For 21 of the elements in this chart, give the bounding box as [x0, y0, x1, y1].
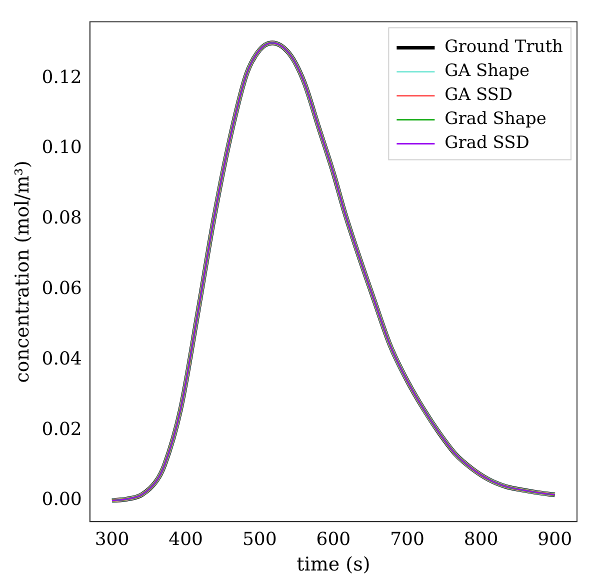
y-tick-label: 0.06: [42, 278, 82, 299]
x-tick-label: 500: [242, 529, 277, 550]
x-tick-label: 600: [316, 529, 351, 550]
x-axis-title: time (s): [296, 554, 370, 576]
y-tick-label: 0.04: [42, 348, 82, 370]
x-tick-label: 400: [168, 529, 204, 550]
x-tick-label: 700: [390, 529, 424, 550]
x-tick-label: 900: [538, 529, 572, 550]
y-tick-label: 0.10: [42, 137, 82, 158]
legend-label: Grad SSD: [444, 133, 530, 154]
y-tick-label: 0.12: [42, 66, 82, 88]
legend-label: GA SSD: [444, 85, 513, 106]
y-axis-title: concentration (mol/m³): [11, 160, 34, 383]
x-tick-label: 300: [94, 529, 130, 550]
y-tick-label: 0.08: [42, 208, 82, 229]
y-tick-label: 0.00: [42, 489, 82, 510]
legend-label: GA Shape: [444, 61, 530, 82]
y-tick-label: 0.02: [42, 418, 82, 440]
x-tick-label: 800: [464, 529, 498, 550]
legend-label: Ground Truth: [444, 37, 564, 58]
legend-label: Grad Shape: [444, 109, 546, 130]
